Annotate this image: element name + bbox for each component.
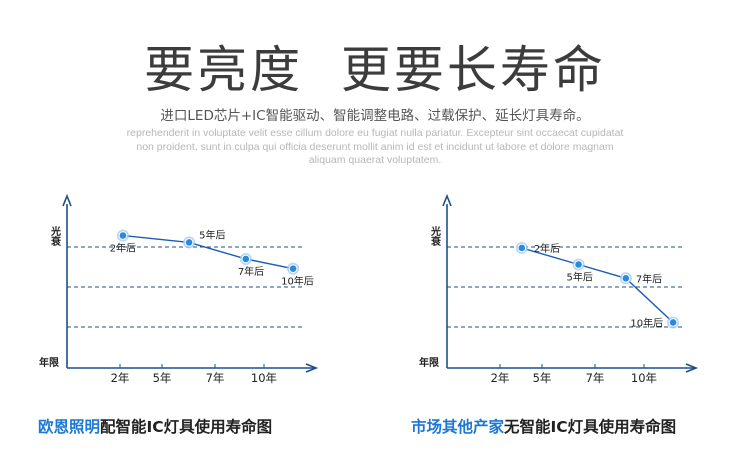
chart-1-data-label: 10年后 (281, 275, 314, 288)
caption-right: 市场其他产家无智能IC灯具使用寿命图 (411, 415, 676, 437)
caption-right-text: 无智能IC灯具使用寿命图 (504, 418, 677, 436)
caption-right-brand: 市场其他产家 (411, 418, 505, 436)
chart-1-x-tick-label: 5年 (153, 371, 172, 385)
chart-2-x-axis-arrow (685, 363, 699, 373)
chart-2-x-tick-label: 7年 (586, 371, 605, 385)
chart-2-data-point (621, 274, 631, 283)
chart-1-data-label: 7年后 (238, 265, 264, 278)
subheadline: 进口LED芯片+IC智能驱动、智能调整电路、过载保护、延长灯具寿命。 (160, 108, 590, 124)
chart-2-x-tick-label: 2年 (491, 371, 510, 385)
caption-left-brand: 欧恩照明 (38, 418, 101, 436)
chart-2-data-point (517, 243, 527, 253)
chart-1-data-point (184, 238, 194, 247)
chart-2-data-point (668, 318, 678, 327)
chart-1-x-tick-label: 10年 (251, 371, 277, 385)
placeholder-paragraph: reprehenderit in voluptate velit esse ci… (126, 127, 624, 166)
chart-2-data-label: 2年后 (534, 242, 560, 255)
chart-2-x-tick-label: 10年 (631, 371, 657, 385)
chart-1-y-axis-arrow (62, 193, 72, 207)
chart-1-data-point (288, 264, 298, 273)
chart-1-x-axis-label: 年限 (39, 356, 60, 369)
caption-left-text: 配智能IC灯具使用寿命图 (100, 418, 273, 436)
chart-2-data-label: 10年后 (630, 316, 663, 329)
chart-1-x-tick-label: 2年 (111, 371, 130, 385)
chart-2-y-axis-arrow (442, 193, 452, 207)
chart-1-data-point (241, 254, 251, 264)
chart-1-y-axis-label: 光衰 (49, 225, 62, 247)
caption-left: 欧恩照明配智能IC灯具使用寿命图 (38, 415, 272, 437)
chart-2-data-label: 5年后 (567, 271, 593, 284)
chart-1-x-tick-label: 7年 (206, 371, 225, 385)
chart-1-data-label: 5年后 (199, 228, 225, 241)
chart-1-series-line (122, 234, 294, 270)
chart-2-data-label: 7年后 (636, 272, 662, 285)
chart-1-data-label: 2年后 (110, 242, 136, 255)
chart-2-y-axis-label: 光衰 (429, 225, 442, 247)
headline: 要亮度 更要长寿命 (144, 41, 606, 99)
chart-1-x-axis-arrow (305, 363, 319, 373)
chart-2-series-line (521, 247, 674, 323)
chart-1-data-point (118, 231, 128, 240)
chart-2-x-axis-label: 年限 (419, 356, 440, 369)
chart-2-data-point (574, 260, 583, 269)
chart-2-x-tick-label: 5年 (533, 371, 552, 385)
